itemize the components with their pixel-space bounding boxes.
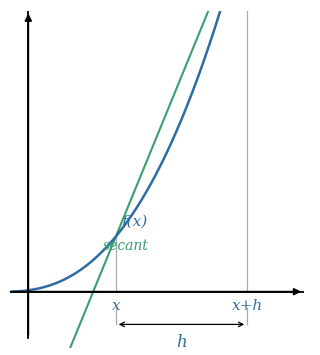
Text: f(x): f(x) <box>122 215 148 229</box>
Text: h: h <box>176 334 187 351</box>
Text: x+h: x+h <box>231 299 263 313</box>
Text: secant: secant <box>103 239 148 253</box>
Text: x: x <box>111 299 120 313</box>
